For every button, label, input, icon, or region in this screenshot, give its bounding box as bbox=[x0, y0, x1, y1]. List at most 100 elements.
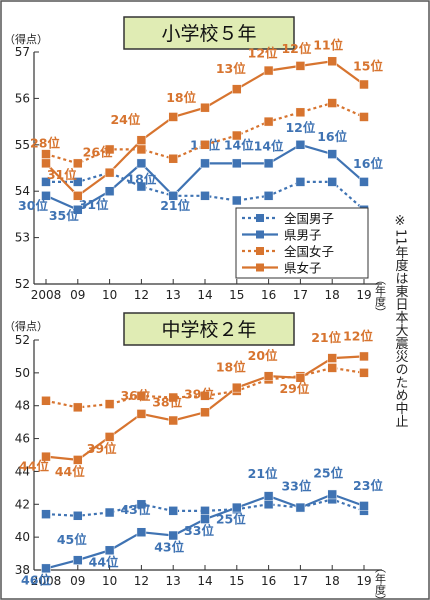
data-point bbox=[359, 177, 369, 187]
rank-label: 25位 bbox=[313, 465, 343, 480]
rank-label: 14位 bbox=[224, 137, 254, 152]
data-point bbox=[263, 491, 274, 501]
data-point bbox=[136, 391, 147, 401]
data-point bbox=[41, 451, 51, 462]
x-tick-label: 13 bbox=[166, 574, 181, 588]
data-point bbox=[168, 392, 178, 403]
y-tick-label: 57 bbox=[15, 45, 30, 59]
data-point bbox=[104, 144, 115, 155]
x-tick-label: 09 bbox=[70, 288, 85, 302]
x-tick-label: 2008 bbox=[31, 288, 62, 302]
data-point bbox=[168, 506, 178, 516]
y-tick-label: 50 bbox=[15, 366, 30, 380]
data-point bbox=[200, 102, 210, 113]
rank-label: 43位 bbox=[154, 540, 184, 555]
rank-label: 23位 bbox=[353, 478, 383, 493]
data-point bbox=[168, 415, 178, 426]
data-point bbox=[104, 507, 115, 518]
data-point bbox=[136, 158, 147, 169]
y-tick-label: 52 bbox=[15, 277, 30, 291]
legend-swatch-marker bbox=[256, 247, 264, 255]
data-point bbox=[327, 353, 337, 363]
data-point bbox=[168, 191, 178, 201]
x-tick-label: 10 bbox=[102, 574, 117, 588]
data-point bbox=[104, 167, 115, 178]
y-tick-label: 44 bbox=[15, 464, 30, 478]
rank-label: 16位 bbox=[353, 156, 383, 171]
rank-label: 18位 bbox=[216, 360, 246, 375]
data-point bbox=[41, 158, 51, 169]
data-point bbox=[263, 65, 274, 76]
data-point bbox=[359, 501, 369, 511]
y-tick-label: 52 bbox=[15, 333, 30, 347]
x-tick-label: 17 bbox=[293, 574, 308, 588]
y-tick-label: 48 bbox=[15, 399, 30, 413]
x-tick-label: 2008 bbox=[31, 574, 62, 588]
series-line bbox=[45, 101, 365, 165]
data-point bbox=[295, 502, 306, 513]
rank-label: 31位 bbox=[79, 197, 109, 212]
data-point bbox=[136, 181, 147, 192]
rank-label: 18位 bbox=[126, 171, 156, 186]
data-point bbox=[168, 153, 178, 164]
data-point bbox=[295, 61, 306, 71]
data-point bbox=[327, 363, 337, 373]
rank-label: 20位 bbox=[248, 348, 278, 363]
data-point bbox=[41, 191, 51, 201]
data-point bbox=[359, 112, 369, 122]
data-point bbox=[73, 191, 83, 201]
x-tick-label: 14 bbox=[197, 574, 212, 588]
x-tick-label: 13 bbox=[166, 288, 181, 302]
data-point bbox=[73, 555, 83, 565]
y-tick-label: 38 bbox=[15, 563, 30, 577]
data-point bbox=[200, 506, 210, 516]
rank-label: 26位 bbox=[83, 145, 113, 160]
rank-label: 21位 bbox=[160, 198, 190, 213]
rank-label: 30位 bbox=[18, 198, 48, 213]
data-point bbox=[73, 455, 83, 465]
x-tick-label: 10 bbox=[102, 288, 117, 302]
data-point bbox=[136, 409, 147, 419]
data-point bbox=[232, 130, 242, 141]
chart-panel-2: 38 40 42 44 46 48 50 52 2008 09 10 12 13 14 15 16 17 18 19… bbox=[4, 312, 387, 600]
x-tick-label: 12 bbox=[134, 574, 149, 588]
data-point bbox=[168, 530, 178, 541]
rank-label: 11位 bbox=[313, 37, 343, 52]
data-point bbox=[200, 407, 210, 418]
x-tick-label: 12 bbox=[134, 288, 149, 302]
rank-label: 36位 bbox=[120, 388, 150, 403]
data-point bbox=[41, 563, 51, 574]
data-point bbox=[200, 140, 210, 150]
x-tick-label: 09 bbox=[70, 574, 85, 588]
data-point bbox=[200, 514, 210, 524]
rank-label: 24位 bbox=[110, 112, 140, 127]
data-point bbox=[41, 509, 51, 519]
legend-swatch-marker bbox=[256, 214, 264, 222]
x-tick-label: 19 bbox=[356, 574, 371, 588]
rank-label: 43位 bbox=[120, 502, 150, 517]
y-axis-label: （得点） bbox=[4, 33, 48, 46]
rank-label: 45位 bbox=[57, 532, 87, 547]
data-point bbox=[295, 177, 306, 187]
data-point bbox=[359, 79, 369, 90]
data-point bbox=[295, 107, 306, 118]
y-tick-label: 55 bbox=[15, 138, 30, 152]
data-point bbox=[359, 368, 369, 378]
data-point bbox=[200, 158, 210, 169]
data-point bbox=[327, 177, 337, 187]
rank-label: 29位 bbox=[279, 381, 309, 396]
rank-label: 38位 bbox=[152, 395, 182, 410]
rank-label: 12位 bbox=[281, 41, 311, 56]
rank-label: 21位 bbox=[248, 466, 278, 481]
rank-label: 18位 bbox=[166, 90, 196, 105]
rank-label: 28位 bbox=[30, 135, 60, 150]
rank-label: 13位 bbox=[216, 61, 246, 76]
rank-label: 15位 bbox=[353, 58, 383, 73]
y-tick-label: 42 bbox=[15, 497, 30, 511]
rank-label: 21位 bbox=[311, 330, 341, 345]
chart-title-box bbox=[123, 312, 295, 346]
legend-swatch-marker bbox=[256, 263, 264, 272]
data-point bbox=[136, 527, 147, 537]
data-point bbox=[73, 511, 83, 521]
